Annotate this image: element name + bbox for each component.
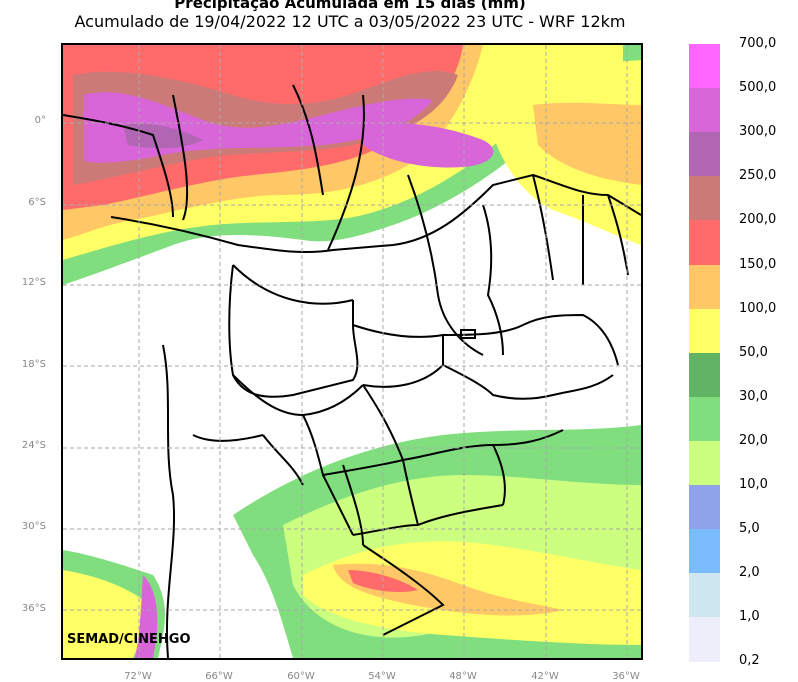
colorbar-label: 700,0	[739, 36, 777, 51]
map-title: Precipitação Acumulada em 15 dias (mm)	[174, 0, 526, 12]
lon-label-42w: 42°W	[531, 671, 559, 682]
colorbar-swatch	[689, 396, 720, 442]
lat-label-24s: 24°S	[21, 440, 46, 451]
lat-label-30s: 30°S	[21, 521, 46, 532]
boundaries	[63, 84, 641, 658]
colorbar-label: 250,0	[739, 168, 777, 184]
colorbar-swatch	[689, 485, 720, 530]
colorbar-label: 20,0	[739, 432, 768, 448]
lat-label-12s: 12°S	[21, 277, 46, 288]
colorbar-swatch	[689, 88, 720, 134]
precipitation-field	[63, 45, 641, 658]
colorbar-swatch	[689, 132, 720, 178]
colorbar-label: 150,0	[739, 256, 777, 272]
map-subtitle: Acumulado de 19/04/2022 12 UTC a 03/05/2…	[74, 12, 626, 31]
precipitation-map	[61, 43, 643, 660]
colorbar-swatch	[689, 308, 720, 354]
colorbar-swatch	[689, 440, 720, 486]
colorbar-label: 200,0	[739, 212, 777, 228]
colorbar-label: 30,0	[739, 388, 768, 404]
colorbar-label: 2,0	[739, 565, 760, 581]
colorbar-swatch	[689, 264, 720, 310]
colorbar-swatch	[689, 529, 720, 575]
colorbar-swatch	[689, 352, 720, 398]
colorbar-swatch	[689, 617, 720, 663]
colorbar-label: 300,0	[739, 124, 777, 140]
colorbar-swatch	[689, 573, 720, 619]
colorbar-label: 100,0	[739, 300, 777, 316]
colorbar-label: 1,0	[739, 609, 760, 625]
lat-label-18s: 18°S	[21, 359, 46, 370]
colorbar-label: 500,0	[739, 80, 777, 96]
lat-label-6s: 6°S	[28, 197, 46, 208]
colorbar-label: 50,0	[739, 344, 768, 360]
colorbar-swatch	[689, 44, 720, 89]
colorbar-label: 10,0	[739, 477, 768, 492]
lon-label-54w: 54°W	[368, 671, 396, 682]
lon-label-48w: 48°W	[449, 671, 477, 682]
lat-label-0: 0°	[34, 115, 46, 126]
lon-label-60w: 60°W	[287, 671, 315, 682]
colorbar-label: 0,2	[739, 653, 760, 669]
colorbar-swatch	[689, 176, 720, 222]
lon-label-72w: 72°W	[124, 671, 152, 682]
lon-label-36w: 36°W	[612, 671, 640, 682]
lat-label-36s: 36°S	[21, 603, 46, 614]
graticule	[63, 45, 641, 658]
colorbar-swatch	[689, 220, 720, 266]
credit-label: SEMAD/CINEHGO	[67, 632, 191, 647]
lon-label-66w: 66°W	[205, 671, 233, 682]
map-canvas	[63, 45, 641, 658]
colorbar-label: 5,0	[739, 521, 760, 537]
